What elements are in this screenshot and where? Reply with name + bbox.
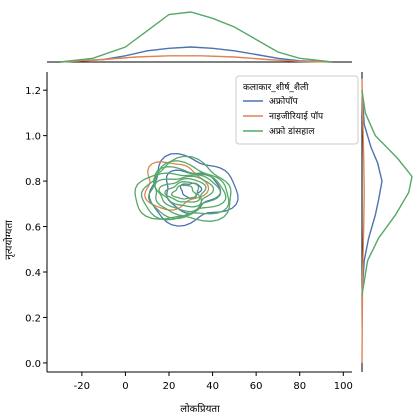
x-marginal-curve: [60, 11, 333, 63]
x-axis-label: लोकप्रियता: [180, 403, 220, 415]
y-tick-label: 0.0: [25, 359, 41, 370]
y-axis-label: नृत्ययोग्यता: [3, 220, 15, 260]
kde-contours: [134, 152, 239, 227]
x-tick-label: 80: [293, 381, 306, 392]
legend-frame: [235, 75, 359, 145]
kde-contour-line: [148, 166, 227, 220]
kde-contour-line: [158, 177, 207, 208]
kde-contour-line: [171, 184, 197, 200]
y-tick-label: 0.4: [25, 268, 41, 279]
kde-contour-line: [148, 152, 239, 227]
x-tick-label: 60: [250, 381, 263, 392]
x-tick-label: 20: [163, 381, 176, 392]
legend: कलाकार_शीर्ष_शैली अफ्रोपॉप नाइजीरियाई पॉप…: [235, 75, 359, 145]
y-ticks: 0.0 0.2 0.4 0.6 0.8 1.0 1.2: [25, 86, 47, 370]
kde-contour-line: [134, 155, 232, 222]
y-tick-label: 0.2: [25, 313, 41, 324]
y-marginal-curve: [361, 90, 383, 295]
main-plot-area: -20 0 20 40 60 80 100 0.0 0.2 0.4 0.6 0.8 1.0 1.2 लो…: [3, 72, 353, 415]
x-tick-label: -20: [74, 381, 90, 392]
x-tick-label: 0: [122, 381, 128, 392]
legend-entry-label: अफ्रो डांसहाल: [269, 125, 315, 137]
kde-contour-line: [152, 172, 222, 217]
x-marginal-density: [47, 11, 352, 63]
legend-entry-label: नाइजीरियाई पॉप: [269, 110, 324, 122]
y-marginal-curve: [361, 90, 413, 295]
y-marginal-curve: [361, 78, 365, 363]
x-tick-label: 40: [206, 381, 219, 392]
kde-contour-line: [140, 160, 230, 221]
y-tick-label: 0.6: [25, 223, 41, 234]
y-tick-label: 0.8: [25, 177, 41, 188]
y-tick-label: 1.0: [25, 132, 41, 143]
legend-entry-label: अफ्रोपॉप: [269, 95, 299, 107]
x-tick-label: 100: [334, 381, 353, 392]
y-tick-label: 1.2: [25, 86, 41, 97]
x-marginal-curve: [60, 46, 333, 63]
x-marginal-curve: [60, 55, 333, 63]
kde-contour-line: [164, 181, 201, 203]
y-marginal-density: [361, 72, 413, 372]
legend-title: कलाकार_शीर्ष_शैली: [243, 81, 309, 93]
x-ticks: -20 0 20 40 60 80 100: [74, 372, 353, 392]
